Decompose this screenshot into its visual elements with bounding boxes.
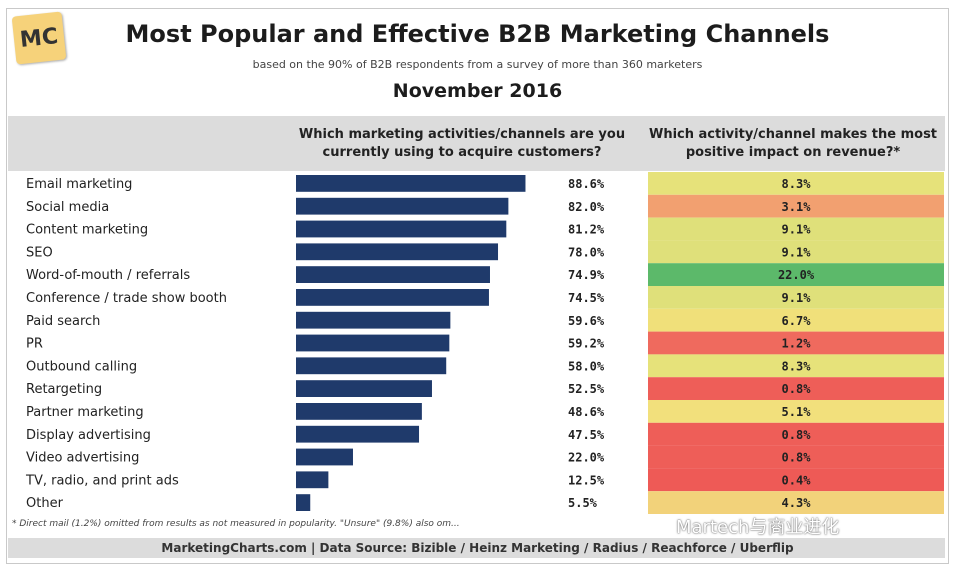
impact-cell bbox=[648, 194, 944, 218]
usage-value-label: 22.0% bbox=[568, 451, 605, 465]
category-label: Content marketing bbox=[26, 223, 148, 238]
usage-value-label: 59.6% bbox=[568, 314, 605, 328]
usage-bar bbox=[296, 220, 507, 238]
category-label: Conference / trade show booth bbox=[26, 291, 227, 306]
impact-value-label: 0.8% bbox=[782, 428, 812, 442]
usage-bar bbox=[296, 334, 450, 352]
impact-cell bbox=[648, 422, 944, 446]
usage-bar bbox=[296, 494, 311, 511]
impact-value-label: 4.3% bbox=[782, 496, 812, 510]
data-source: MarketingCharts.com | Data Source: Bizib… bbox=[161, 541, 794, 555]
usage-value-label: 59.2% bbox=[568, 337, 605, 351]
impact-value-label: 0.8% bbox=[782, 451, 812, 465]
category-label: Email marketing bbox=[26, 177, 132, 192]
impact-cell bbox=[648, 217, 944, 241]
impact-cell bbox=[648, 172, 944, 195]
usage-value-label: 78.0% bbox=[568, 245, 605, 259]
impact-value-label: 22.0% bbox=[778, 268, 815, 282]
usage-value-label: 47.5% bbox=[568, 428, 605, 442]
chart-title: Most Popular and Effective B2B Marketing… bbox=[125, 20, 830, 48]
usage-value-label: 52.5% bbox=[568, 382, 605, 396]
usage-bar bbox=[296, 289, 489, 306]
category-label: Video advertising bbox=[26, 451, 139, 466]
usage-bar bbox=[296, 403, 422, 420]
impact-value-label: 8.3% bbox=[782, 177, 812, 191]
usage-bar bbox=[296, 175, 526, 192]
usage-bar bbox=[296, 266, 490, 283]
category-label: Outbound calling bbox=[26, 359, 137, 374]
usage-bar bbox=[296, 311, 451, 329]
usage-bar bbox=[296, 197, 509, 215]
watermark: Martech与商业进化 bbox=[676, 517, 840, 538]
impact-cell bbox=[648, 445, 944, 469]
impact-cell bbox=[648, 354, 944, 378]
usage-value-label: 74.9% bbox=[568, 268, 605, 282]
impact-value-label: 9.1% bbox=[782, 245, 812, 259]
usage-bar bbox=[296, 380, 432, 397]
category-label: Partner marketing bbox=[26, 405, 144, 420]
usage-column-header: Which marketing activities/channels are … bbox=[298, 127, 626, 160]
usage-value-label: 88.6% bbox=[568, 177, 605, 191]
impact-cell bbox=[648, 308, 944, 332]
column-header-band bbox=[8, 116, 945, 171]
source-band bbox=[8, 538, 945, 558]
usage-value-label: 5.5% bbox=[568, 496, 598, 510]
usage-bar bbox=[296, 425, 420, 443]
category-label: Paid search bbox=[26, 314, 100, 329]
impact-cell bbox=[648, 491, 944, 514]
impact-cell bbox=[648, 331, 944, 355]
category-label: TV, radio, and print ads bbox=[25, 473, 179, 488]
impact-value-label: 1.2% bbox=[782, 337, 812, 351]
category-label: Other bbox=[26, 496, 64, 511]
category-label: Retargeting bbox=[26, 382, 102, 397]
usage-value-label: 74.5% bbox=[568, 291, 605, 305]
impact-cell bbox=[648, 263, 944, 286]
usage-bar bbox=[296, 471, 329, 489]
impact-value-label: 9.1% bbox=[782, 291, 812, 305]
usage-value-label: 82.0% bbox=[568, 200, 605, 214]
usage-value-label: 12.5% bbox=[568, 473, 605, 487]
impact-value-label: 9.1% bbox=[782, 223, 812, 237]
footnote: * Direct mail (1.2%) omitted from result… bbox=[12, 519, 460, 529]
usage-value-label: 48.6% bbox=[568, 405, 605, 419]
usage-bar bbox=[296, 448, 353, 466]
impact-cell bbox=[648, 377, 944, 400]
impact-cell bbox=[648, 286, 944, 309]
usage-value-label: 81.2% bbox=[568, 223, 605, 237]
impact-value-label: 0.4% bbox=[782, 473, 812, 487]
impact-cell bbox=[648, 240, 944, 264]
usage-bar bbox=[296, 357, 447, 375]
impact-cell bbox=[648, 400, 944, 423]
impact-value-label: 0.8% bbox=[782, 382, 812, 396]
category-label: Word-of-mouth / referrals bbox=[26, 268, 190, 283]
usage-bar bbox=[296, 243, 499, 261]
usage-value-label: 58.0% bbox=[568, 359, 605, 373]
category-label: Display advertising bbox=[26, 428, 151, 443]
category-label: Social media bbox=[26, 200, 109, 215]
category-label: PR bbox=[26, 337, 43, 352]
chart-date: November 2016 bbox=[392, 80, 563, 102]
chart-subtitle: based on the 90% of B2B respondents from… bbox=[252, 58, 703, 71]
impact-cell bbox=[648, 468, 944, 492]
impact-value-label: 8.3% bbox=[782, 359, 812, 373]
impact-value-label: 3.1% bbox=[782, 200, 812, 214]
impact-value-label: 6.7% bbox=[782, 314, 812, 328]
category-label: SEO bbox=[26, 245, 53, 260]
impact-column-header: Which activity/channel makes the most po… bbox=[648, 127, 938, 160]
impact-value-label: 5.1% bbox=[782, 405, 812, 419]
